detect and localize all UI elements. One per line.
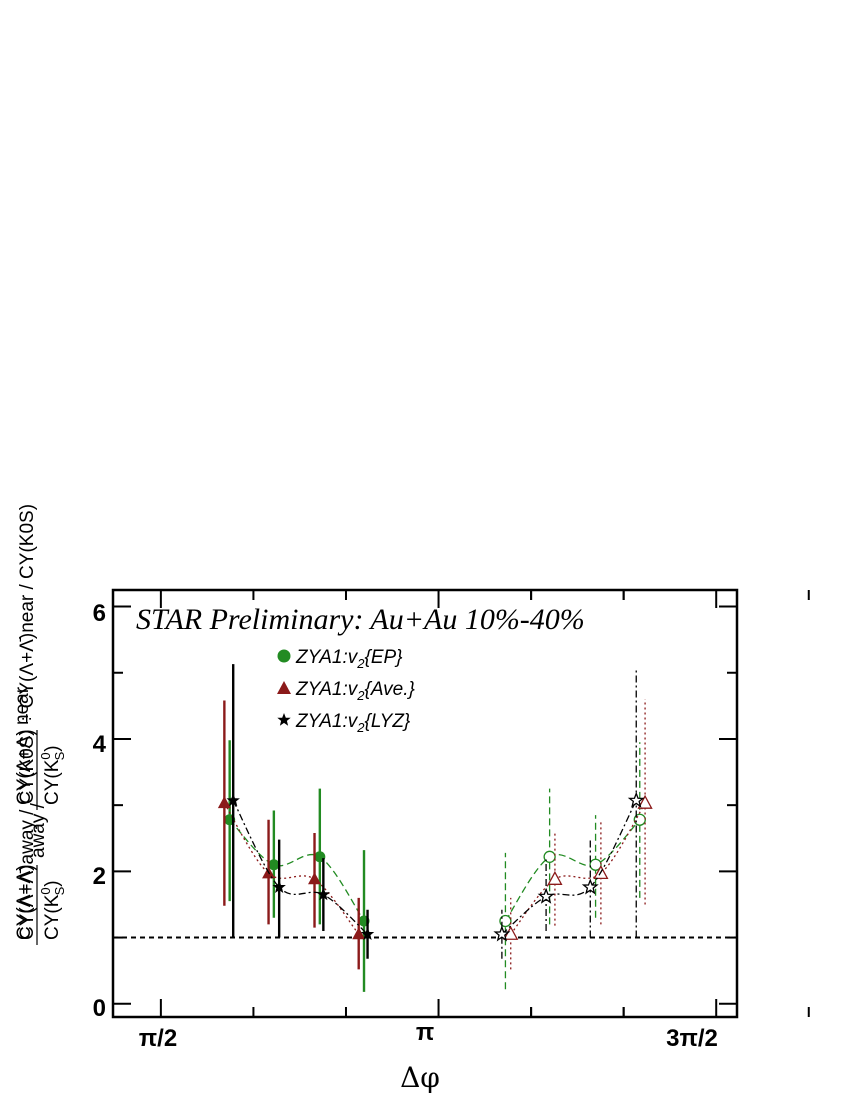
series-curve bbox=[223, 802, 360, 935]
y-tick-label-2: 2 bbox=[93, 863, 106, 890]
y-axis-label: CY(Λ+Λ̄)away / CY(K0S) ÷ CY(Λ+Λ̄)near / … bbox=[12, 504, 67, 945]
data-point bbox=[308, 872, 322, 885]
data-point bbox=[589, 858, 602, 871]
x-tick-label-three-pi-half: 3π/2 bbox=[666, 1025, 718, 1052]
y-label-denominator-away: CY(K0S) bbox=[38, 880, 67, 940]
y-label-near-subscript: near bbox=[12, 686, 33, 725]
y-tick-label-0: 0 bbox=[93, 995, 106, 1022]
legend-label-ep: ZYA1:v2{EP} bbox=[295, 647, 403, 671]
y-label-away-subscript: away / bbox=[28, 802, 49, 858]
data-point bbox=[268, 859, 280, 871]
data-point bbox=[627, 791, 645, 808]
x-axis-label: Δφ bbox=[400, 1061, 440, 1094]
series-2 bbox=[226, 664, 645, 959]
chart-title: STAR Preliminary: Au+Au 10%-40% bbox=[136, 603, 585, 636]
legend-marker-ave bbox=[277, 681, 291, 694]
x-tick-label-pi-half: π/2 bbox=[139, 1025, 177, 1052]
series-curve bbox=[510, 802, 646, 935]
y-tick-label-4: 4 bbox=[93, 731, 107, 758]
series-curve bbox=[232, 800, 368, 935]
data-point bbox=[316, 887, 331, 901]
data-point bbox=[637, 794, 653, 809]
legend-marker-ep bbox=[277, 649, 291, 663]
legend: ZYA1:v2{EP} ZYA1:v2{Ave.} ZYA1:v2{LYZ} bbox=[277, 647, 416, 735]
legend-label-ave: ZYA1:v2{Ave.} bbox=[295, 679, 416, 703]
data-point bbox=[352, 927, 366, 940]
series-1 bbox=[217, 699, 653, 970]
data-point bbox=[581, 878, 599, 895]
data-point bbox=[493, 925, 511, 942]
data-point bbox=[543, 850, 556, 863]
data-point bbox=[272, 880, 286, 893]
series-layer bbox=[217, 664, 653, 992]
data-point bbox=[547, 870, 563, 885]
x-tick-label-pi: π bbox=[416, 1019, 434, 1046]
legend-label-lyz: ZYA1:v2{LYZ} bbox=[295, 711, 411, 735]
series-curve bbox=[504, 819, 641, 922]
legend-marker-lyz bbox=[277, 713, 291, 726]
series-curve bbox=[501, 800, 637, 935]
y-label-numerator-away: CY(Λ+Λ) bbox=[14, 864, 35, 940]
y-label-denominator-near: CY(K0S) bbox=[38, 745, 67, 805]
y-label-numerator-near: CY(Λ+Λ) bbox=[14, 729, 35, 805]
svg-text:CY(Λ+Λ̄)away / CY(K0S) ÷ CY(Λ+: CY(Λ+Λ̄)away / CY(K0S) ÷ CY(Λ+Λ̄)near / … bbox=[17, 504, 38, 940]
data-point bbox=[360, 927, 375, 940]
data-point bbox=[537, 887, 555, 904]
data-point bbox=[226, 793, 240, 807]
y-tick-label-6: 6 bbox=[93, 600, 106, 627]
series-0 bbox=[224, 740, 646, 992]
plot-frame bbox=[111, 588, 739, 1019]
data-point bbox=[217, 796, 231, 809]
series-curve bbox=[229, 819, 365, 922]
data-point bbox=[499, 914, 512, 928]
